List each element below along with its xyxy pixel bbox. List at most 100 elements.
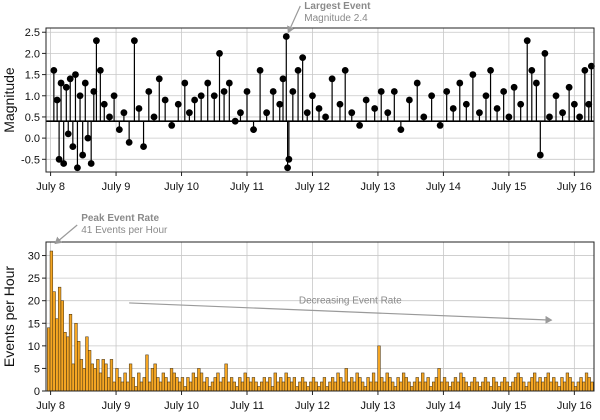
event-rate-bar [194,377,198,392]
event-point [462,100,470,108]
event-rate-bar [238,377,242,392]
event-rate-bar [563,381,567,392]
event-point [50,66,58,74]
event-rate-bar [530,377,534,392]
event-point [69,143,77,150]
event-rate-bar [191,372,195,392]
event-rate-bar [180,377,185,392]
event-point [263,109,271,117]
event-rate-bar [126,381,130,392]
event-rate-bar [522,381,526,392]
event-point [53,96,61,104]
event-point [191,96,199,104]
event-rate-bar [210,381,215,392]
event-point [60,160,68,167]
event-rate-bar [336,372,340,392]
event-rate-bar [412,381,417,392]
event-point [155,75,163,83]
event-point [210,92,218,100]
event-point [541,50,549,57]
event-rate-bar [440,381,444,392]
event-rate-bar [137,372,141,392]
event-point [336,100,344,108]
event-point [66,75,74,83]
event-rate-bar [262,377,266,392]
event-rate-bar [352,381,357,392]
event-point [397,126,405,134]
event-point [532,79,540,87]
event-rate-bar [246,377,250,392]
event-rate-bar [453,377,458,392]
event-point [510,83,518,91]
event-rate-bar [169,368,174,392]
event-rate-bar [366,377,370,392]
event-point [216,50,223,57]
event-rate-bar [104,363,108,392]
event-rate-bar [322,377,327,392]
event-rate-bar [502,377,507,392]
event-point [285,155,293,163]
event-rate-bar [167,381,171,392]
event-rate-bar [552,377,556,392]
event-rate-bar [391,381,395,392]
event-point [536,151,544,159]
event-rate-bar [213,377,217,392]
trend-label: Decreasing Event Rate [299,296,402,307]
event-rate-bar [590,381,594,392]
event-point [587,62,595,70]
largest-event-title: Largest Event [304,1,371,12]
event-point [309,92,316,100]
event-rate-bar [93,368,97,392]
event-point [145,88,153,95]
event-rate-bar [118,377,122,392]
event-rate-bar [448,386,452,392]
event-rate-x-ticks: July 8 July 9 July 10 July 11 July 12 July 13… [36,391,592,412]
event-rate-bar [240,381,245,392]
event-rate-y-ticks: 0 5 10 15 20 25 30 [28,251,46,398]
event-rate-bar [421,372,425,392]
event-rate-bar [161,372,165,392]
event-rate-bar [388,377,392,392]
x-tick-label: July 12 [295,400,330,412]
event-rate-bar [320,381,324,392]
event-rate-bar [486,381,490,392]
x-tick-label: July 9 [102,181,131,193]
event-rate-bar [508,386,512,392]
event-rate-bar [205,377,209,392]
event-rate-bar [295,386,299,392]
event-point [289,88,297,95]
event-rate-bar [415,377,419,392]
event-rate-bar [464,381,469,392]
event-rate-bar [573,386,578,392]
event-rate-bar [60,300,64,392]
event-rate-bar [202,381,206,392]
y-tick-label: -0.5 [21,154,40,166]
event-point [443,88,451,95]
y-tick-label: 30 [28,251,40,263]
y-tick-label: 25 [28,273,40,285]
event-point [55,155,63,163]
event-point [559,109,566,117]
y-tick-label: 0 [34,386,40,398]
event-rate-bar [303,381,307,392]
event-rate-bar [88,350,92,392]
event-rate-bar [63,332,67,392]
event-point [87,160,95,167]
event-point [161,96,169,104]
y-tick-label: 1.0 [25,91,40,103]
event-point [110,92,118,100]
event-rate-bar [404,377,408,392]
event-rate-bar [437,368,441,392]
event-point [377,88,385,95]
event-point [115,126,123,134]
event-point [106,113,113,121]
event-rate-bar [314,381,318,392]
event-rate-bar [153,363,157,392]
event-point [168,122,176,129]
event-point [197,92,205,100]
event-point [284,164,291,172]
event-rate-bar [49,250,54,392]
event-rate-bar [363,386,367,392]
event-rate-bar [584,372,589,392]
event-point [487,66,494,74]
